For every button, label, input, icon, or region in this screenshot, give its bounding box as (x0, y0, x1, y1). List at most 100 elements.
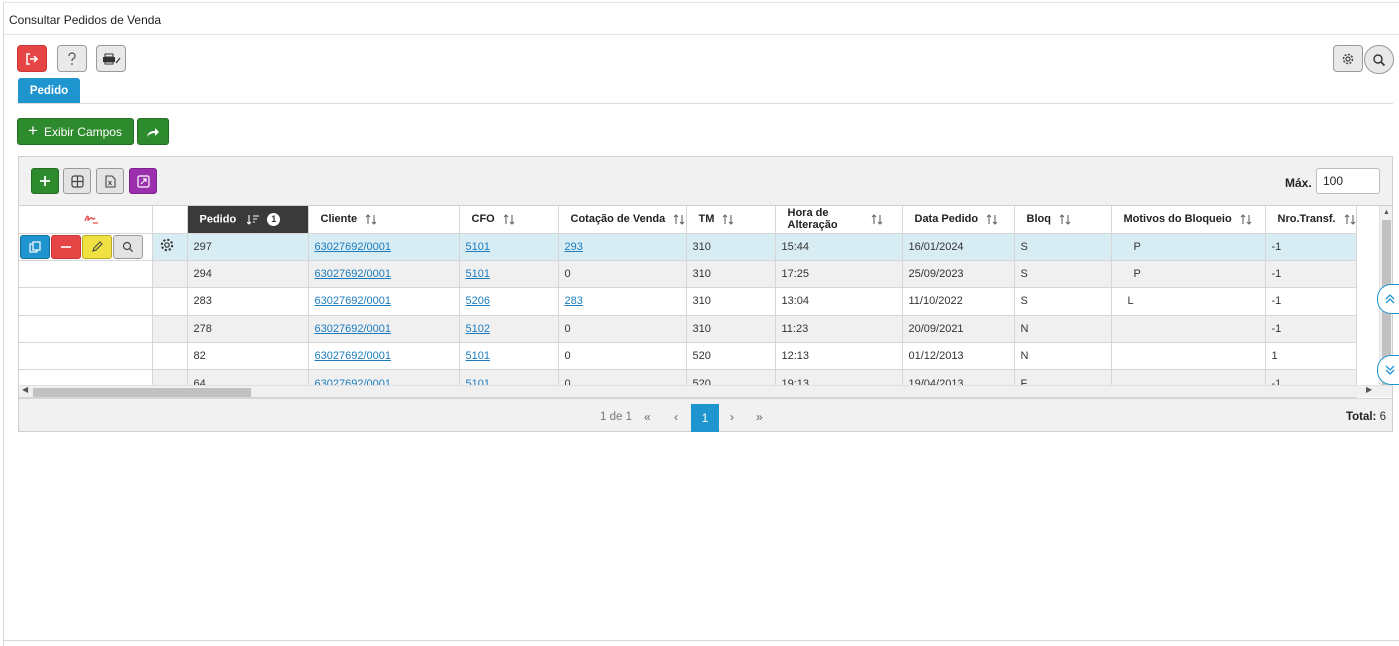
cfo-link[interactable]: 5101 (465, 350, 490, 363)
expand-button[interactable] (129, 168, 157, 194)
search-icon (122, 241, 134, 252)
table-row[interactable]: 283 63027692/0001 5206 283 310 13:04 11/… (19, 287, 1357, 316)
table-row[interactable]: 294 63027692/0001 5101 0 310 17:25 25/09… (19, 260, 1357, 289)
row-config-cell[interactable] (152, 233, 188, 261)
first-page-button[interactable]: « (644, 410, 651, 424)
print-button[interactable] (96, 45, 126, 72)
minus-icon (61, 245, 71, 248)
scroll-left-arrow-icon[interactable]: ◀ (22, 385, 29, 394)
cfo-link[interactable]: 5101 (465, 268, 490, 281)
cell-hora: 11:23 (775, 315, 903, 344)
gear-icon (1342, 53, 1354, 64)
cell-cotacao: 293 (558, 233, 687, 261)
cell-cotacao: 283 (558, 287, 687, 316)
delete-button[interactable] (51, 234, 81, 259)
col-hora-header[interactable]: Hora de Alteração (775, 206, 903, 234)
exibir-campos-button[interactable]: + Exibir Campos (17, 118, 134, 145)
cell-nro: 1 (1265, 342, 1357, 371)
cliente-link[interactable]: 63027692/0001 (314, 240, 391, 253)
col-tm-header[interactable]: TM (686, 206, 776, 234)
table-icon (70, 174, 84, 188)
cliente-link[interactable]: 63027692/0001 (314, 350, 391, 363)
cell-cliente: 63027692/0001 (308, 315, 460, 344)
table-row[interactable]: 82 63027692/0001 5101 0 520 12:13 01/12/… (19, 342, 1357, 371)
col-cliente-header[interactable]: Cliente (308, 206, 460, 234)
excel-file-icon (104, 174, 116, 188)
cell-cfo: 5102 (459, 315, 559, 344)
cfo-link[interactable]: 5206 (465, 295, 490, 308)
cfo-link[interactable]: 5102 (465, 322, 490, 335)
col-nro-label: Nro.Transf. (1277, 213, 1336, 226)
copy-button[interactable] (20, 234, 50, 259)
col-data-header[interactable]: Data Pedido (902, 206, 1015, 234)
table-row[interactable]: 278 63027692/0001 5102 0 310 11:23 20/09… (19, 315, 1357, 344)
cell-bloq: S (1014, 287, 1112, 316)
row-actions (19, 342, 153, 371)
help-button[interactable] (57, 45, 87, 72)
next-page-button[interactable]: › (730, 410, 734, 424)
search-button[interactable] (1364, 45, 1394, 74)
cell-cfo: 5101 (459, 260, 559, 289)
horizontal-scrollbar[interactable]: ◀ ▶ (19, 385, 1392, 397)
cell-motivo (1111, 315, 1266, 344)
cell-cotacao: 0 (558, 342, 687, 371)
edit-button[interactable] (82, 234, 112, 259)
current-page-button[interactable]: 1 (691, 404, 719, 432)
table-row[interactable]: 297 63027692/0001 5101 293 310 15:44 16/… (19, 233, 1357, 261)
col-pedido-header[interactable]: Pedido 1 (187, 206, 309, 234)
row-config-cell (152, 342, 188, 371)
row-actions (19, 315, 153, 344)
share-button[interactable] (137, 118, 169, 145)
horizontal-scroll-thumb[interactable] (33, 388, 251, 397)
cell-motivo: P (1111, 260, 1266, 289)
cell-hora: 17:25 (775, 260, 903, 289)
tab-pedido[interactable]: Pedido (18, 78, 80, 103)
scroll-up-arrow-icon[interactable]: ▲ (1383, 209, 1390, 216)
cell-cliente: 63027692/0001 (308, 260, 460, 289)
col-cfo-header[interactable]: CFO (459, 206, 559, 234)
max-label: Máx. (1285, 176, 1312, 190)
sort-icon (673, 214, 685, 225)
plus-icon (40, 176, 50, 186)
cliente-link[interactable]: 63027692/0001 (314, 322, 391, 335)
scroll-bottom-button[interactable] (1377, 355, 1399, 385)
grid-layout-button[interactable] (63, 168, 91, 194)
exit-icon (26, 52, 39, 65)
question-icon (68, 51, 76, 65)
expand-icon (136, 174, 150, 188)
sort-desc-icon (247, 214, 260, 225)
col-nro-header[interactable]: Nro.Transf. (1265, 206, 1357, 234)
cell-cliente: 63027692/0001 (308, 233, 460, 261)
gear-icon (160, 238, 173, 252)
prev-page-button[interactable]: ‹ (674, 410, 678, 424)
total-value: 6 (1379, 411, 1386, 423)
settings-button[interactable] (1333, 45, 1363, 72)
cell-tm: 520 (686, 342, 776, 371)
cell-pedido: 297 (187, 233, 309, 261)
scroll-top-button[interactable] (1377, 284, 1399, 314)
cotacao-link[interactable]: 283 (564, 295, 583, 308)
col-bloq-header[interactable]: Bloq (1014, 206, 1112, 234)
cliente-link[interactable]: 63027692/0001 (314, 268, 391, 281)
col-cotacao-header[interactable]: Cotação de Venda (558, 206, 687, 234)
double-chevron-down-icon (1385, 365, 1394, 375)
cell-cfo: 5206 (459, 287, 559, 316)
view-button[interactable] (113, 234, 143, 259)
cfo-link[interactable]: 5101 (465, 240, 490, 253)
col-motivos-header[interactable]: Motivos do Bloqueio (1111, 206, 1266, 234)
last-page-button[interactable]: » (756, 410, 763, 424)
cell-bloq: N (1014, 342, 1112, 371)
cell-bloq: S (1014, 260, 1112, 289)
cliente-link[interactable]: 63027692/0001 (314, 295, 391, 308)
cell-pedido: 283 (187, 287, 309, 316)
plus-icon: + (28, 121, 38, 140)
add-row-button[interactable] (31, 168, 59, 194)
max-input[interactable] (1316, 168, 1380, 194)
cell-tm: 310 (686, 260, 776, 289)
page-info: 1 de 1 (600, 411, 632, 423)
cotacao-link[interactable]: 293 (564, 240, 583, 253)
exit-button[interactable] (17, 45, 47, 72)
window-frame (3, 2, 1399, 646)
export-excel-button[interactable] (96, 168, 124, 194)
scroll-right-arrow-icon[interactable]: ▶ (1366, 385, 1373, 394)
